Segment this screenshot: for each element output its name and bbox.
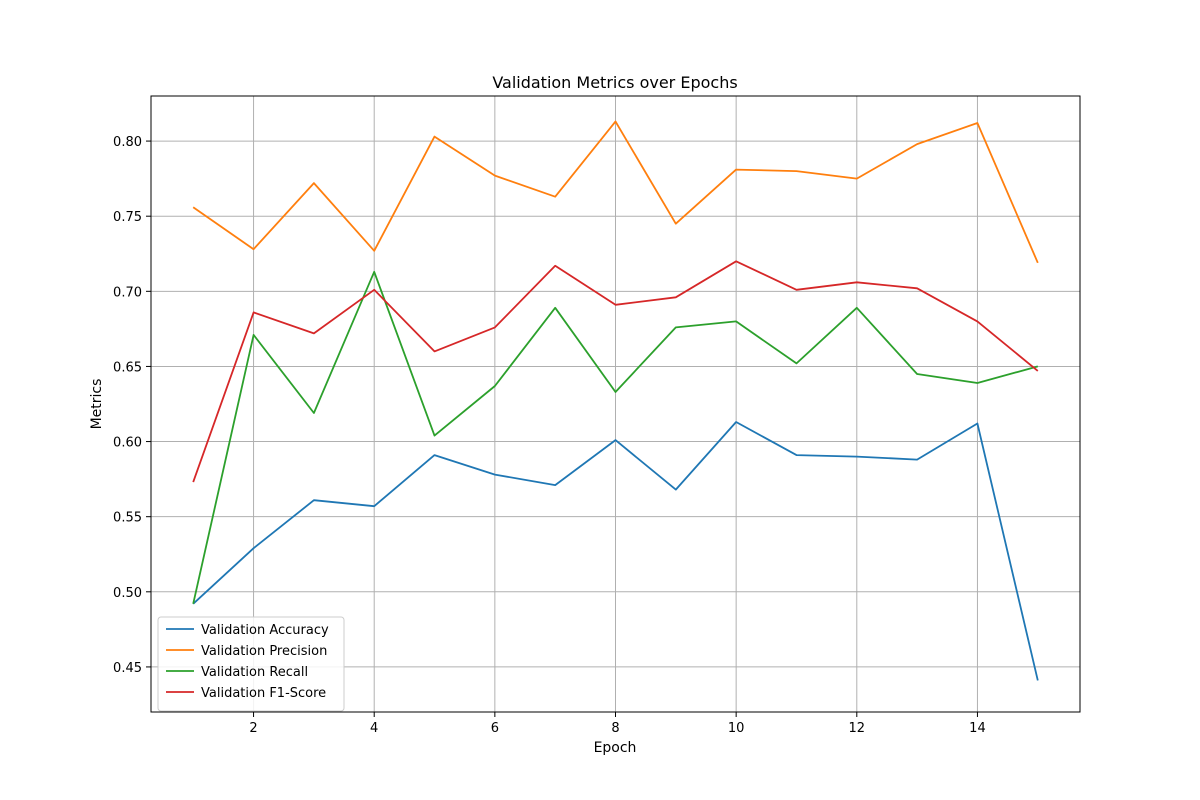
y-tick-label: 0.45 — [113, 661, 142, 676]
x-tick-label: 14 — [969, 721, 986, 736]
series-lines — [192, 120, 1039, 681]
legend-box — [157, 616, 345, 712]
series-line-3 — [192, 270, 1039, 604]
legend-label: Validation Recall — [201, 665, 308, 680]
y-tick-label: 0.75 — [113, 210, 142, 225]
legend-label: Validation F1-Score — [201, 686, 326, 701]
x-tick-label: 6 — [491, 721, 499, 736]
x-tick-label: 4 — [370, 721, 378, 736]
x-tick-label: 10 — [728, 721, 745, 736]
y-tick-label: 0.55 — [113, 511, 142, 526]
y-axis-ticks: 0.45 0.50 0.55 0.60 0.65 0.70 0.75 0.80 — [113, 135, 151, 676]
x-tick-label: 2 — [249, 721, 257, 736]
chart-title: Validation Metrics over Epochs — [492, 73, 737, 92]
legend-label: Validation Precision — [201, 644, 327, 659]
series-line-2 — [192, 120, 1039, 264]
legend: Validation Accuracy Validation Precision V… — [157, 616, 345, 712]
x-tick-label: 8 — [611, 721, 619, 736]
y-tick-label: 0.80 — [113, 135, 142, 150]
series-line-1 — [192, 421, 1039, 681]
x-axis-ticks: 2 4 6 8 10 12 14 — [249, 712, 986, 736]
y-axis-label: Metrics — [89, 379, 105, 430]
x-tick-label: 12 — [849, 721, 866, 736]
series-line-4 — [192, 260, 1039, 483]
y-tick-label: 0.60 — [113, 436, 142, 451]
y-tick-label: 0.50 — [113, 586, 142, 601]
legend-label: Validation Accuracy — [201, 623, 329, 638]
x-axis-label: Epoch — [594, 740, 637, 756]
y-tick-label: 0.70 — [113, 285, 142, 300]
y-tick-label: 0.65 — [113, 360, 142, 375]
